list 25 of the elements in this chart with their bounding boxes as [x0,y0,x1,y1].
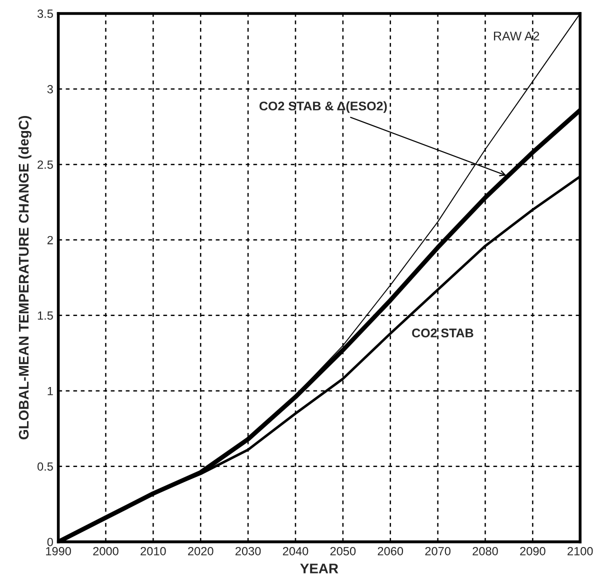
y-axis-title: GLOBAL-MEAN TEMPERATURE CHANGE (degC) [18,116,32,440]
y-tick-label: 3 [47,85,53,94]
x-tick-label: 2080 [472,546,498,556]
x-tick-label: 2070 [425,546,450,556]
x-tick-label: 2050 [330,546,356,556]
y-tick-label: 1.5 [38,312,53,320]
x-tick-label: 2060 [378,546,404,556]
annotation: RAW A2 [494,32,540,40]
annotation: CO2 STAB [412,328,474,338]
x-tick-label: 2040 [282,546,308,556]
annotation: CO2 STAB & Δ(ESO2) [259,101,387,113]
x-tick-label: 2090 [520,546,546,556]
y-tick-label: 0.5 [38,462,53,471]
y-tick-label: 3.5 [37,10,53,18]
y-tick-label: 2 [47,236,53,244]
x-tick-label: 2010 [140,546,166,556]
y-tick-label: 1 [48,387,53,396]
y-tick-label: 0 [47,538,53,546]
x-axis-title: YEAR [300,564,338,574]
x-tick-label: 2100 [568,546,593,556]
x-tick-label: 1990 [46,546,71,556]
x-tick-label: 2000 [93,546,118,556]
x-tick-label: 2020 [188,546,214,556]
x-tick-label: 2030 [236,546,261,556]
y-tick-label: 2.5 [38,160,53,169]
